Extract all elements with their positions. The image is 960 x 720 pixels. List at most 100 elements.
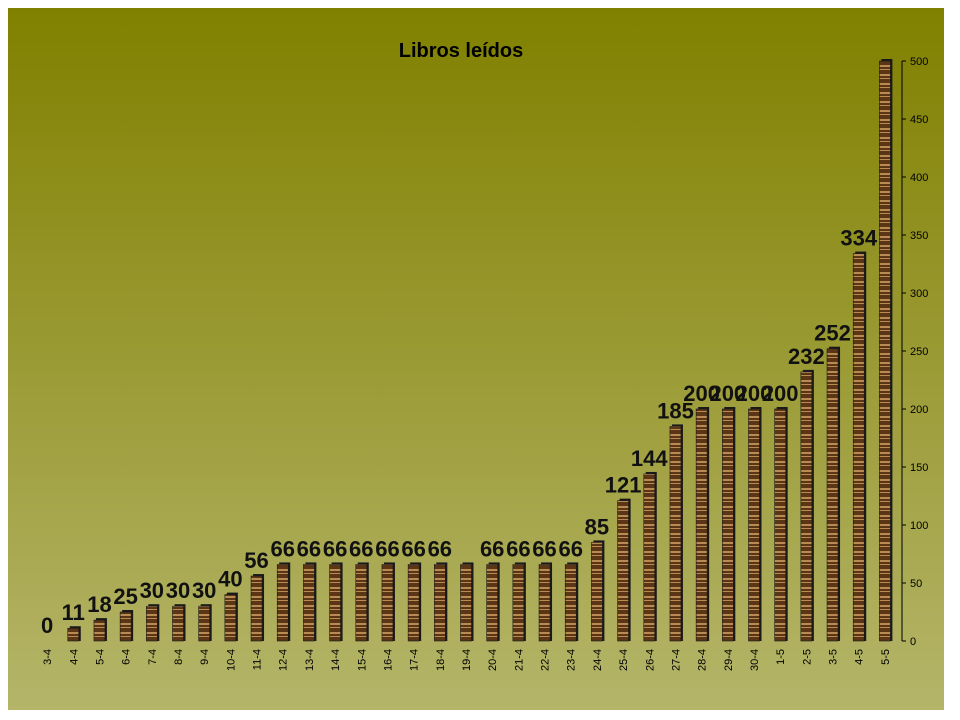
x-tick-label-22-4: 22-4 xyxy=(540,649,552,671)
data-label-10-4: 40 xyxy=(218,567,242,592)
bar-1-5 xyxy=(774,408,786,642)
data-label-16-4: 66 xyxy=(375,536,399,561)
bar-10-4 xyxy=(224,594,237,642)
x-tick-label-28-4: 28-4 xyxy=(697,649,709,671)
bar-4-5 xyxy=(852,253,865,642)
data-label-15-4: 66 xyxy=(349,536,373,561)
bar-4-4 xyxy=(67,627,80,642)
x-tick-label-20-4: 20-4 xyxy=(487,649,499,671)
data-label-1-5: 200 xyxy=(762,381,799,406)
y-tick-label-450: 450 xyxy=(910,114,928,126)
y-tick-label-50: 50 xyxy=(910,578,922,590)
y-tick-label-300: 300 xyxy=(910,288,928,300)
data-label-30-4: 200 xyxy=(736,381,773,406)
x-tick-label-21-4: 21-4 xyxy=(513,649,525,671)
x-tick-label-15-4: 15-4 xyxy=(356,649,368,671)
bar-19-4 xyxy=(460,564,472,642)
bar-27-4 xyxy=(669,426,682,642)
x-tick-label-13-4: 13-4 xyxy=(304,649,316,671)
data-label-6-4: 25 xyxy=(113,584,137,609)
x-tick-label-11-4: 11-4 xyxy=(252,649,264,670)
x-tick-label-25-4: 25-4 xyxy=(618,649,630,671)
bar-11-4 xyxy=(250,575,263,642)
bars-layer xyxy=(67,59,893,642)
data-label-5-4: 18 xyxy=(87,592,111,617)
y-tick-label-0: 0 xyxy=(910,636,916,648)
bar-5-4 xyxy=(93,619,106,642)
x-tick-label-8-4: 8-4 xyxy=(173,649,185,665)
x-tick-label-7-4: 7-4 xyxy=(147,649,159,665)
data-label-8-4: 30 xyxy=(166,578,190,603)
data-label-27-4: 185 xyxy=(657,398,694,423)
data-label-22-4: 66 xyxy=(532,536,556,561)
x-tick-label-12-4: 12-4 xyxy=(278,649,290,671)
bar-24-4 xyxy=(591,542,603,642)
bar-12-4 xyxy=(276,564,289,642)
bar-28-4 xyxy=(695,408,708,642)
bar-29-4 xyxy=(722,408,734,642)
data-label-14-4: 66 xyxy=(323,536,347,561)
data-label-3-5: 252 xyxy=(814,321,851,346)
x-axis: 3-4 4-4 5-4 6-4 7-4 8-4 9-4 10-4 11-4 12-4 13-4 14-… xyxy=(42,649,892,671)
bar-30-4 xyxy=(748,408,760,642)
y-tick-label-500: 500 xyxy=(910,56,928,68)
y-axis: 0 50 100 150 200 250 300 350 400 450 500 xyxy=(901,56,928,648)
bar-16-4 xyxy=(381,564,394,642)
y-tick-label-200: 200 xyxy=(910,404,928,416)
x-tick-label-23-4: 23-4 xyxy=(566,649,578,671)
bar-26-4 xyxy=(643,473,656,642)
x-tick-label-19-4: 19-4 xyxy=(461,649,473,671)
x-tick-label-5-4: 5-4 xyxy=(94,649,106,665)
y-tick-label-150: 150 xyxy=(910,462,928,474)
x-tick-label-27-4: 27-4 xyxy=(670,649,682,671)
x-tick-label-1-5: 1-5 xyxy=(775,649,787,665)
data-label-9-4: 30 xyxy=(192,578,216,603)
data-label-2-5: 232 xyxy=(788,344,825,369)
bar-23-4 xyxy=(564,564,577,642)
bar-13-4 xyxy=(303,564,315,642)
bar-22-4 xyxy=(538,564,551,642)
x-tick-label-4-5: 4-5 xyxy=(854,649,866,665)
data-label-13-4: 66 xyxy=(297,536,321,561)
x-tick-label-10-4: 10-4 xyxy=(225,649,237,671)
data-label-4-4: 11 xyxy=(62,600,85,625)
x-tick-label-4-4: 4-4 xyxy=(68,649,80,665)
bar-8-4 xyxy=(172,605,184,642)
data-label-25-4: 121 xyxy=(605,473,642,498)
data-label-20-4: 66 xyxy=(480,536,504,561)
data-label-18-4: 66 xyxy=(428,536,452,561)
data-label-21-4: 66 xyxy=(506,536,530,561)
data-label-28-4: 200 xyxy=(683,381,720,406)
bar-17-4 xyxy=(407,564,420,642)
x-tick-label-14-4: 14-4 xyxy=(330,649,342,671)
x-tick-label-9-4: 9-4 xyxy=(199,649,211,665)
bar-18-4 xyxy=(434,564,446,642)
bar-9-4 xyxy=(198,605,210,642)
plot-background xyxy=(8,8,944,710)
x-tick-label-16-4: 16-4 xyxy=(382,649,394,671)
y-tick-label-350: 350 xyxy=(910,230,928,242)
bar-6-4 xyxy=(119,611,132,642)
bar-25-4 xyxy=(617,500,629,642)
y-tick-label-250: 250 xyxy=(910,346,928,358)
x-tick-label-18-4: 18-4 xyxy=(435,649,447,671)
x-tick-label-29-4: 29-4 xyxy=(723,649,735,671)
bar-21-4 xyxy=(512,564,525,642)
x-tick-label-5-5: 5-5 xyxy=(880,649,892,665)
bar-20-4 xyxy=(486,564,498,642)
bar-15-4 xyxy=(355,564,368,642)
bar-14-4 xyxy=(329,564,341,642)
data-label-7-4: 30 xyxy=(140,578,164,603)
x-tick-label-6-4: 6-4 xyxy=(121,649,133,665)
x-tick-label-30-4: 30-4 xyxy=(749,649,761,671)
x-tick-label-24-4: 24-4 xyxy=(592,649,604,671)
x-tick-label-3-4: 3-4 xyxy=(42,649,54,665)
data-label-3-4: 0 xyxy=(41,613,53,638)
data-label-11-4: 56 xyxy=(244,548,268,573)
data-label-4-5: 334 xyxy=(840,226,877,251)
x-tick-label-26-4: 26-4 xyxy=(644,649,656,671)
x-tick-label-3-5: 3-5 xyxy=(828,649,840,665)
